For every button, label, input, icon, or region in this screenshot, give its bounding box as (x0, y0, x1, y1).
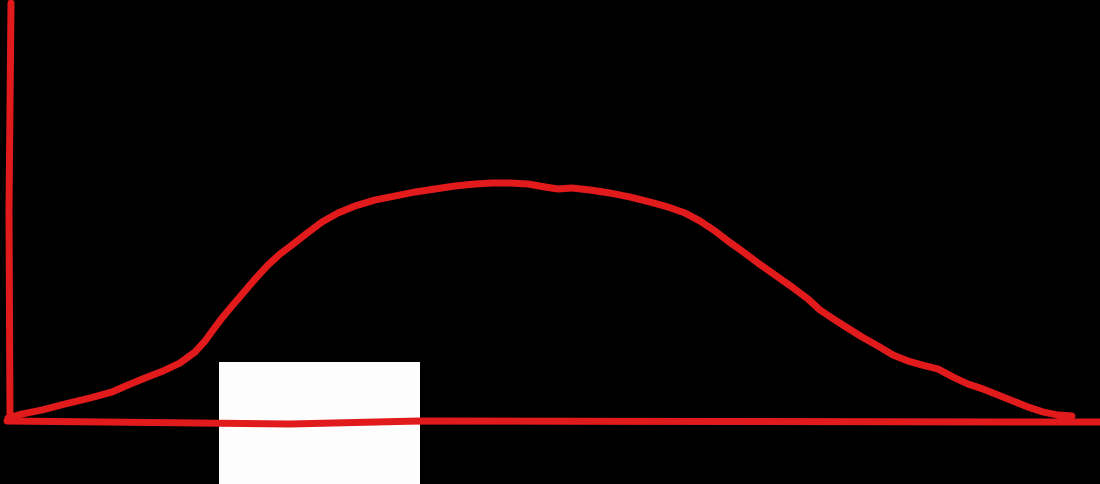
y-axis-line (5, 0, 15, 423)
bell-curve-stroke (4, 179, 1076, 422)
x-axis-line (3, 417, 1100, 428)
